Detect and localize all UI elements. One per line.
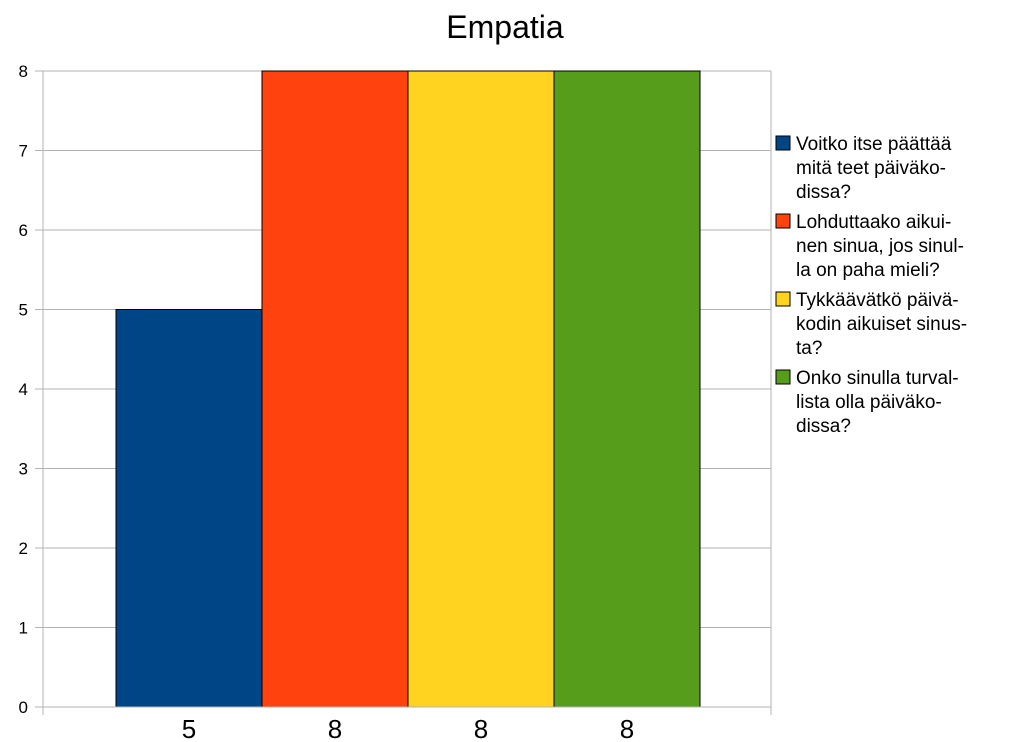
y-tick-label: 8 [19, 62, 28, 81]
x-tick-label: 8 [474, 714, 488, 742]
y-tick-label: 3 [19, 460, 28, 479]
y-tick-label: 2 [19, 539, 28, 558]
y-tick-label: 7 [19, 142, 28, 161]
x-tick-label: 8 [620, 714, 634, 742]
legend-label: kodin aikuiset sinus- [796, 314, 967, 335]
legend-label: nen sinua, jos sinul- [796, 236, 964, 257]
y-tick-label: 0 [19, 698, 28, 717]
x-tick-label: 8 [328, 714, 342, 742]
legend-label: dissa? [796, 182, 851, 203]
bar [115, 309, 263, 708]
axes: 0 1 2 3 4 5 6 7 8 5 8 8 8 [19, 62, 772, 742]
legend-swatch [775, 291, 791, 307]
legend-label: lista olla päiväko- [796, 392, 942, 413]
bars [115, 70, 701, 708]
y-tick-label: 4 [19, 380, 28, 399]
y-tick-label: 6 [19, 221, 28, 240]
y-tick-label: 5 [19, 301, 28, 320]
legend-swatch [775, 369, 791, 385]
x-tick-label: 5 [182, 714, 196, 742]
bar [261, 70, 409, 708]
bar [553, 70, 701, 708]
legend-label: ta? [796, 338, 822, 359]
legend-label: Lohduttaako aikui- [796, 212, 951, 233]
legend-label: Onko sinulla turval- [796, 368, 959, 389]
y-tick-label: 1 [19, 619, 28, 638]
legend: Voitko itse päättää mitä teet päiväko-dis… [775, 134, 967, 437]
legend-label: Voitko itse päättää [796, 134, 952, 155]
legend-swatch [775, 135, 791, 151]
legend-label: mitä teet päiväko- [796, 158, 946, 179]
legend-label: dissa? [796, 416, 851, 437]
legend-label: la on paha mieli? [796, 260, 940, 281]
bar [407, 70, 555, 708]
legend-label: Tykkäävätkö päivä- [796, 290, 959, 311]
chart-title: Empatia [446, 9, 564, 45]
legend-swatch [775, 213, 791, 229]
